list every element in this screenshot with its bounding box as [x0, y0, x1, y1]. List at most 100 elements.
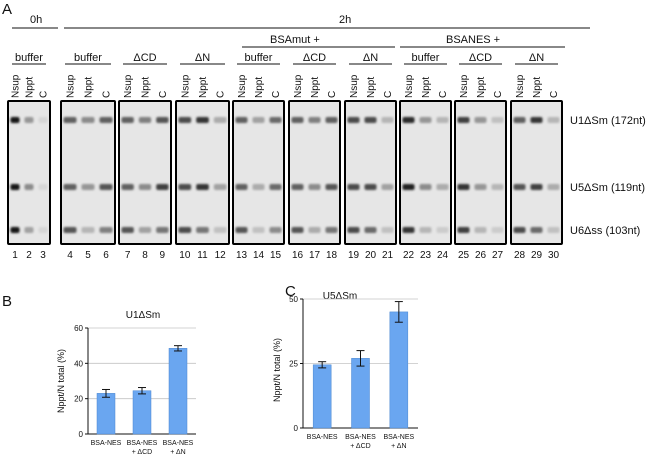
lane-number: 4: [67, 250, 73, 261]
lane-label: Nsup: [180, 74, 191, 98]
gel-band: [347, 227, 360, 233]
gel-band: [178, 117, 192, 123]
condition-label: ΔCD: [469, 52, 492, 64]
lane-label: Nsup: [123, 74, 134, 98]
lane-number: 22: [403, 250, 415, 261]
gel-band: [121, 117, 134, 123]
lane-label: Nppt: [532, 77, 543, 98]
lane-number: 5: [85, 250, 91, 261]
gel-band: [513, 227, 526, 233]
y-tick-label: 0: [79, 430, 84, 439]
category-label: + ΔN: [170, 449, 185, 455]
lane-number: 13: [236, 250, 248, 261]
gel-band: [24, 184, 34, 190]
gel-band: [402, 227, 415, 233]
gel-band: [513, 117, 526, 123]
lane-label: Nsup: [293, 74, 304, 98]
gel-band: [81, 184, 95, 190]
gel-band: [235, 227, 248, 233]
lane-number: 15: [270, 250, 282, 261]
gel-band: [269, 117, 282, 123]
panel-c-letter: C: [285, 283, 296, 300]
gel-band: [24, 117, 34, 123]
gel-band: [10, 227, 20, 233]
gel-image: [175, 100, 230, 245]
condition-label: ΔN: [195, 52, 210, 64]
gel-band: [38, 184, 48, 190]
gel-band: [269, 227, 282, 233]
lane-label: Nsup: [66, 74, 77, 98]
lane-label: Nppt: [254, 77, 265, 98]
gel-band: [291, 117, 304, 123]
condition-label: ΔN: [529, 52, 544, 64]
gel-band: [10, 117, 20, 123]
lane-number: 11: [197, 250, 208, 261]
lane-label: C: [327, 91, 338, 98]
gel-group: ΔCD Nsup Nppt C 25 26 27: [454, 52, 507, 261]
category-label: BSA-NES: [307, 434, 338, 441]
chart-b-title: U1ΔSm: [126, 310, 160, 321]
gel-image: [344, 100, 397, 245]
lane-label: Nppt: [476, 77, 487, 98]
category-label: BSA-NES: [91, 440, 122, 447]
gel-band: [38, 117, 48, 123]
chart-b-ylabel: Nppt/N total (%): [56, 349, 66, 413]
gel-band: [513, 184, 526, 190]
gel-band: [325, 184, 338, 190]
gel-band: [530, 184, 543, 190]
lane-number: 29: [531, 250, 543, 261]
condition-label: buffer: [412, 52, 440, 64]
gel-band: [252, 227, 265, 233]
condition-label: ΔCD: [303, 52, 326, 64]
lane-number: 28: [514, 250, 526, 261]
lane-number: 10: [179, 250, 191, 261]
band-label-u6: U6Δss (103nt): [570, 225, 640, 237]
gel-band: [419, 117, 432, 123]
gel-band: [547, 227, 560, 233]
condition-label: buffer: [74, 52, 102, 64]
gel-band: [235, 184, 248, 190]
lane-label: C: [158, 91, 169, 98]
gel-image: [7, 100, 51, 245]
y-tick-label: 60: [74, 324, 83, 333]
gel-band: [24, 227, 34, 233]
gel-group: buffer Nsup Nppt C 13 14 15: [232, 52, 285, 261]
lane-label: Nppt: [84, 77, 95, 98]
gel-band: [308, 184, 321, 190]
gel-band: [491, 184, 504, 190]
lane-number: 6: [103, 250, 109, 261]
gel-image: [510, 100, 563, 245]
y-tick-label: 20: [74, 395, 83, 404]
gel-band: [402, 117, 415, 123]
bar: [351, 358, 370, 429]
panel-a-letter: A: [2, 1, 12, 18]
lane-number: 17: [309, 250, 321, 261]
time-0h-label: 0h: [30, 14, 42, 26]
lane-number: 30: [548, 250, 560, 261]
gel-band: [213, 117, 227, 123]
lane-number: 14: [253, 250, 265, 261]
gel-group: buffer Nsup Nppt C 1 2 3: [7, 52, 51, 261]
category-label: BSA-NES: [345, 434, 376, 441]
gel-band: [347, 117, 360, 123]
gel-band: [252, 184, 265, 190]
gel-band: [381, 227, 394, 233]
gel-band: [291, 184, 304, 190]
gel-band: [269, 184, 282, 190]
lane-number: 7: [125, 250, 131, 261]
category-label: BSA-NES: [127, 440, 158, 447]
gel-band: [419, 184, 432, 190]
condition-label: ΔN: [363, 52, 378, 64]
gel-band: [138, 117, 152, 123]
gel-band: [381, 117, 394, 123]
lane-label: Nppt: [198, 77, 209, 98]
band-label-u5: U5ΔSm (119nt): [570, 182, 645, 194]
panel-b-letter: B: [2, 293, 12, 310]
gel-band: [156, 117, 169, 123]
gel-band: [530, 117, 543, 123]
gel-band: [474, 117, 487, 123]
lane-number: 21: [382, 250, 394, 261]
gel-image: [399, 100, 452, 245]
gel-group: buffer Nsup Nppt C 22 23 24: [399, 52, 452, 261]
category-label: + ΔCD: [132, 449, 152, 455]
